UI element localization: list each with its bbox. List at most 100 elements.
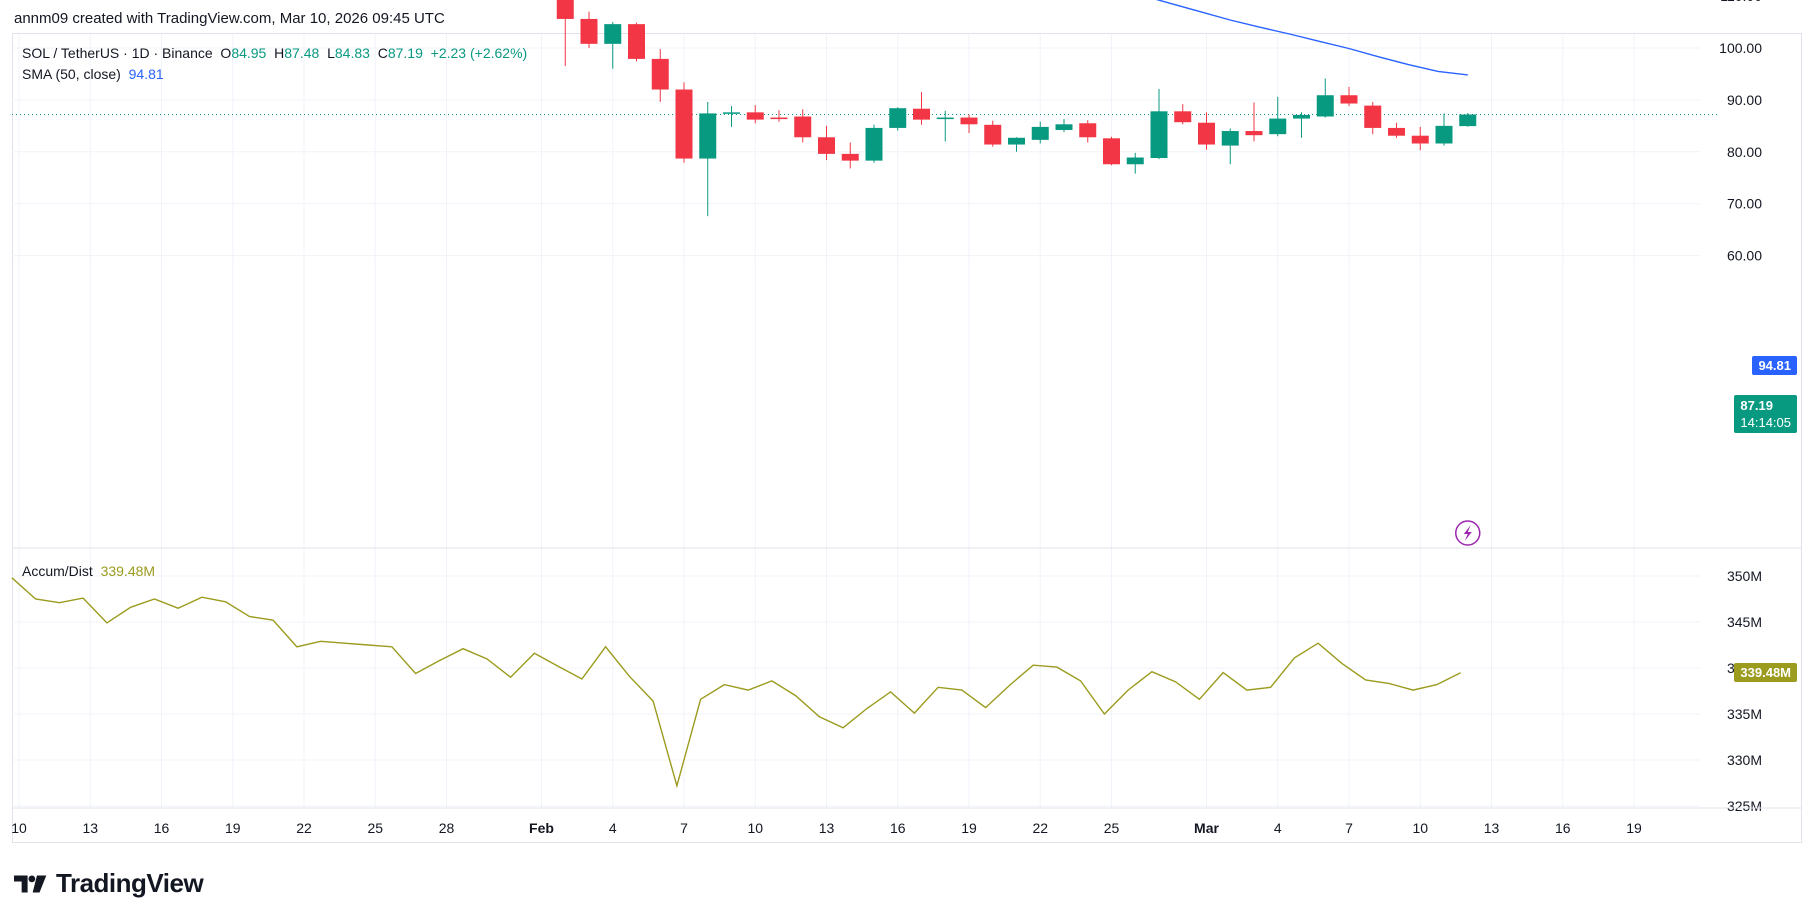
ad-tick-label: 330M [1727, 752, 1762, 768]
candle-body [651, 58, 669, 90]
high-label: H [274, 45, 285, 61]
sma-value: 94.81 [128, 66, 164, 82]
price-legend: SOL / TetherUS · 1D · Binance O84.95 H87… [22, 45, 527, 61]
candle-body [580, 18, 598, 44]
tradingview-logo-text: TradingView [56, 868, 204, 898]
time-tick-label: 19 [961, 820, 977, 836]
sma-line [1155, 0, 1468, 76]
tradingview-logo[interactable]: TradingView [14, 868, 204, 899]
candle-body [1364, 105, 1382, 128]
ad-price-tag: 339.48M [1734, 663, 1797, 682]
candle-body [675, 89, 693, 159]
time-tick-label: 28 [439, 820, 455, 836]
ad-price-tag-value: 339.48M [1740, 665, 1791, 680]
last-price-value: 87.19 [1740, 398, 1773, 413]
open-value: 84.95 [231, 45, 267, 61]
time-tick-label: 13 [1484, 820, 1500, 836]
price-tick-label: 60.00 [1727, 248, 1762, 264]
candle-body [628, 24, 645, 59]
candle-body [960, 117, 978, 125]
time-tick-label: 22 [296, 820, 312, 836]
time-tick-label: 25 [367, 820, 383, 836]
candle-body [1245, 131, 1263, 136]
candle-body [604, 24, 622, 44]
ad-value: 339.48M [100, 563, 156, 579]
candle-body [1174, 111, 1192, 123]
chart-frame[interactable] [12, 33, 1802, 843]
attribution-header: annm09 created with TradingView.com, Mar… [14, 10, 445, 27]
ad-tick-label: 325M [1727, 798, 1762, 814]
candle-body [699, 113, 717, 159]
candle-body [1221, 131, 1239, 146]
change-value: +2.23 (+2.62%) [430, 45, 528, 61]
candle-body [1126, 157, 1144, 165]
candle-body [818, 137, 835, 154]
time-tick-label: Feb [529, 820, 554, 836]
candle-body [746, 112, 764, 120]
close-label: C [377, 45, 388, 61]
price-tick-label: 70.00 [1727, 196, 1762, 212]
lightning-bolt-icon [1463, 525, 1472, 541]
candle-body [936, 117, 954, 120]
time-tick-label: 7 [680, 820, 688, 836]
sma-price-tag: 94.81 [1752, 356, 1797, 375]
candle-body [1008, 137, 1025, 145]
time-tick-label: 19 [1626, 820, 1642, 836]
candle-body [984, 124, 1002, 145]
sma-legend[interactable]: SMA (50, close) 94.81 [22, 66, 164, 82]
low-label: L [327, 45, 335, 61]
time-tick-label: 16 [154, 820, 170, 836]
candle-body [723, 112, 740, 114]
candle-body [1031, 126, 1049, 140]
candle-body [1293, 114, 1310, 119]
candle-body [841, 153, 859, 161]
time-tick-label: 10 [1412, 820, 1428, 836]
candle-body [1411, 135, 1429, 144]
candle-body [1459, 114, 1477, 127]
time-tick-label: 16 [890, 820, 906, 836]
candle-body [889, 108, 907, 128]
candle-body [556, 0, 574, 19]
sma-price-tag-value: 94.81 [1758, 358, 1791, 373]
candle-body [1079, 123, 1097, 138]
ad-legend[interactable]: Accum/Dist 339.48M [22, 563, 155, 579]
time-tick-label: 19 [225, 820, 241, 836]
price-tick-label: 90.00 [1727, 92, 1762, 108]
candle-body [1269, 118, 1287, 135]
candle-body [1150, 111, 1168, 159]
symbol-label[interactable]: SOL / TetherUS · 1D · Binance [22, 45, 213, 61]
candle-body [770, 117, 788, 120]
candle-body [1055, 124, 1073, 131]
candle-body [1435, 125, 1453, 144]
tradingview-logo-icon [14, 875, 47, 892]
candle-body [1103, 138, 1120, 165]
candle-body [865, 127, 883, 161]
time-tick-label: 10 [11, 820, 27, 836]
sma-label: SMA (50, close) [22, 66, 121, 82]
high-value: 87.48 [284, 45, 320, 61]
candle-body [794, 116, 812, 138]
last-price-tag: 87.19 14:14:05 [1734, 395, 1797, 433]
time-tick-label: 4 [1274, 820, 1282, 836]
accum-dist-line [11, 577, 1461, 789]
time-tick-label: 22 [1032, 820, 1048, 836]
candle-body [1316, 95, 1334, 117]
candle-body [1340, 95, 1358, 104]
time-tick-label: 13 [819, 820, 835, 836]
ad-tick-label: 345M [1727, 614, 1762, 630]
time-tick-label: 4 [609, 820, 617, 836]
time-tick-label: 10 [747, 820, 763, 836]
time-tick-label: 25 [1104, 820, 1120, 836]
countdown-value: 14:14:05 [1740, 415, 1791, 430]
ad-tick-label: 335M [1727, 706, 1762, 722]
price-tick-label: 110.00 [1720, 0, 1762, 4]
price-tick-label: 100.00 [1719, 40, 1762, 56]
low-value: 84.83 [334, 45, 370, 61]
time-tick-label: 13 [82, 820, 98, 836]
candle-body [1198, 122, 1215, 145]
price-tick-label: 80.00 [1727, 144, 1762, 160]
time-tick-label: 16 [1555, 820, 1571, 836]
candle-body [913, 108, 930, 120]
time-tick-label: Mar [1194, 820, 1219, 836]
